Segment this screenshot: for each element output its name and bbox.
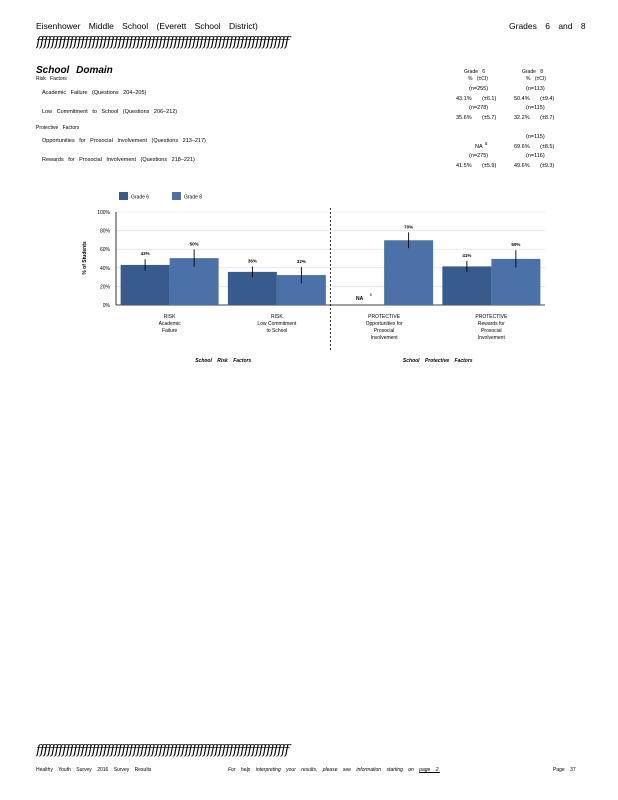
legend-label: Grade 8: [184, 195, 202, 201]
bar-na-label: NA: [356, 296, 364, 302]
factor-g8-ci: (±9.4): [540, 96, 555, 102]
col-header-grade8: Grade 8: [522, 69, 544, 75]
factor-g6-n: (n=278): [469, 105, 489, 111]
factor-g8-value: 50.4%: [514, 96, 530, 102]
y-tick-label: 60%: [100, 247, 111, 253]
x-tick-label: Opportunities for: [366, 321, 403, 327]
footer-help-text: For help interpreting your results, plea…: [228, 767, 440, 773]
bar-value-label: 50%: [190, 241, 199, 246]
bottom-rule: ffffffffffffffffffffffffffffffffffffffff…: [36, 743, 289, 758]
factor-g6-value: 41.5%: [456, 163, 472, 169]
y-tick-label: 20%: [100, 284, 111, 290]
bar-value-label: 43%: [141, 251, 150, 256]
x-tick-label: Involvement: [478, 335, 506, 341]
bar: [227, 271, 277, 305]
col-header-grade6: Grade 6: [464, 69, 486, 75]
x-tick-label: RISK: [271, 314, 283, 320]
factor-g8-value: 32.2%: [514, 115, 530, 121]
factor-label-academic-failure: Academic Failure (Questions 204–205): [42, 90, 147, 96]
legend-swatch: [172, 192, 181, 200]
factor-g8-n: (n=116): [526, 153, 545, 159]
bar-value-label: 41%: [462, 253, 471, 258]
bar: [442, 266, 492, 305]
y-tick-label: 100%: [97, 210, 110, 216]
y-tick-label: 0%: [103, 303, 111, 309]
legend-label: Grade 6: [131, 195, 149, 201]
protective-factors-heading: Protective Factors: [36, 125, 80, 131]
domain-title: School Domain: [36, 65, 113, 76]
bar-value-label: 32%: [297, 259, 306, 264]
factor-g8-n: (n=115): [526, 134, 545, 140]
group-label-risk: School Risk Factors: [195, 358, 251, 364]
x-tick-label: Prosocial: [374, 328, 395, 334]
x-tick-label: Rewards for: [478, 321, 505, 327]
footer-survey-title: Healthy Youth Survey 2016 Survey Results: [36, 767, 152, 773]
report-header-grades: Grades 6 and 8: [509, 21, 586, 31]
factor-g6-value: 35.6%: [456, 115, 472, 121]
bar: [384, 240, 434, 305]
factor-g8-ci: (±9.3): [540, 163, 555, 169]
factor-g6-note: 5: [485, 141, 488, 146]
bar-value-label: 70%: [404, 224, 413, 229]
x-tick-label: PROTECTIVE: [475, 314, 508, 320]
col-header-grade6-sub: % (±CI): [468, 76, 488, 82]
top-rule: ffffffffffffffffffffffffffffffffffffffff…: [36, 35, 289, 50]
factor-g6-n: (n=275): [469, 153, 489, 159]
legend-swatch: [119, 192, 128, 200]
factor-label-opportunities: Opportunities for Prosocial Involvement …: [42, 138, 206, 144]
bar-na-note: 5: [370, 292, 373, 297]
factor-g6-ci: (±6.1): [482, 96, 497, 102]
factor-g6-value: 43.1%: [456, 96, 472, 102]
factor-label-rewards: Rewards for Prosocial Involvement (Quest…: [42, 157, 195, 163]
x-tick-label: Involvement: [371, 335, 399, 341]
footer-page-number: Page 37: [553, 767, 576, 773]
x-tick-label: PROTECTIVE: [368, 314, 401, 320]
report-header-school: Eisenhower Middle School (Everett School…: [36, 21, 258, 31]
y-axis-label: % of Students: [82, 241, 88, 275]
risk-factors-heading: Risk Factors: [36, 76, 67, 82]
group-label-protective: School Protective Factors: [403, 358, 473, 364]
factor-g6-ci: (±5.7): [482, 115, 497, 121]
x-tick-label: to School: [266, 328, 287, 334]
y-tick-label: 80%: [100, 229, 111, 235]
factor-g6-value: NA: [475, 144, 483, 150]
factor-g8-n: (n=113): [526, 86, 545, 92]
factor-label-low-commitment: Low Commitment to School (Questions 206–…: [42, 109, 178, 115]
factor-g8-n: (n=115): [526, 105, 545, 111]
factor-g6-n: (n=255): [469, 86, 489, 92]
footer-help-message: For help interpreting your results, plea…: [228, 767, 414, 773]
factor-g8-ci: (±8.7): [540, 115, 555, 121]
x-tick-label: Low Commitment: [257, 321, 297, 327]
x-tick-label: Academic: [159, 321, 181, 327]
factor-g8-value: 49.6%: [514, 163, 530, 169]
factor-g8-ci: (±8.5): [540, 144, 555, 150]
factor-g8-value: 69.6%: [514, 144, 530, 150]
x-tick-label: RISK: [164, 314, 176, 320]
x-tick-label: Failure: [162, 328, 178, 334]
y-tick-label: 40%: [100, 266, 111, 272]
x-tick-label: Prosocial: [481, 328, 502, 334]
bar-value-label: 36%: [248, 259, 257, 264]
col-header-grade8-sub: % (±CI): [526, 76, 546, 82]
bar: [120, 264, 170, 305]
factor-g6-ci: (±5.9): [482, 163, 497, 169]
footer-page-link[interactable]: page 2.: [419, 767, 440, 773]
bar-value-label: 50%: [511, 242, 520, 247]
